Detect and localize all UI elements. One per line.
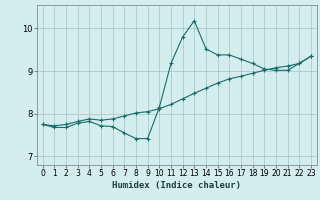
- X-axis label: Humidex (Indice chaleur): Humidex (Indice chaleur): [112, 181, 241, 190]
